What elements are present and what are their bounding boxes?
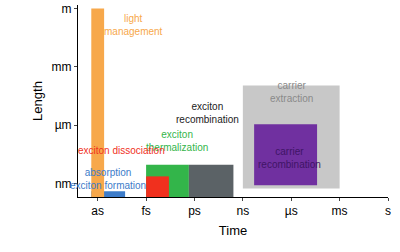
- svg-text:nm: nm: [55, 177, 72, 191]
- svg-text:as: as: [91, 204, 104, 218]
- svg-text:lightmanagement: lightmanagement: [104, 13, 163, 37]
- svg-text:µm: µm: [55, 118, 72, 132]
- svg-text:µs: µs: [285, 204, 298, 218]
- svg-text:excitonrecombination: excitonrecombination: [176, 101, 239, 125]
- svg-text:carrierrecombination: carrierrecombination: [258, 146, 321, 170]
- svg-text:carrierextraction: carrierextraction: [270, 80, 313, 104]
- svg-text:Length: Length: [30, 81, 45, 121]
- svg-text:s: s: [385, 204, 391, 218]
- svg-text:m: m: [62, 2, 72, 16]
- svg-text:ps: ps: [188, 204, 201, 218]
- svg-text:fs: fs: [141, 204, 150, 218]
- svg-text:ms: ms: [332, 204, 348, 218]
- svg-text:ns: ns: [237, 204, 250, 218]
- svg-text:exciton dissociation: exciton dissociation: [78, 145, 165, 156]
- svg-text:excitonthermalization: excitonthermalization: [146, 129, 208, 153]
- svg-text:Time: Time: [219, 223, 247, 238]
- svg-text:absorptionexciton formation: absorptionexciton formation: [70, 167, 146, 191]
- svg-text:mm: mm: [52, 60, 72, 74]
